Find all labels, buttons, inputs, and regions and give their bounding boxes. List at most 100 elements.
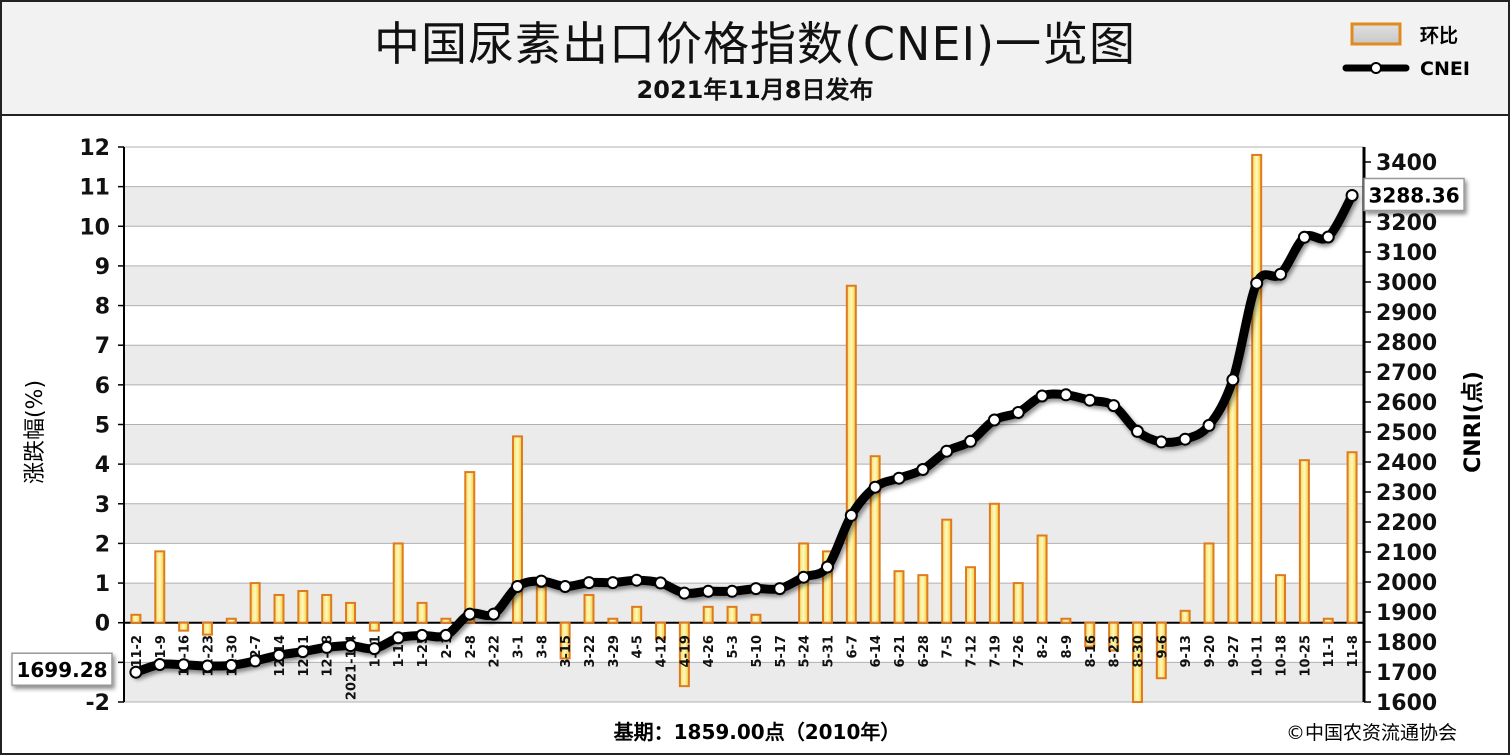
right-tick-label: 2300	[1376, 481, 1437, 506]
cnei-point	[296, 645, 310, 659]
cnei-point	[725, 584, 739, 598]
legend-line-label: CNEI	[1420, 58, 1470, 80]
cnei-point	[1274, 267, 1288, 281]
category-label: 6-14	[869, 635, 884, 668]
right-tick-label: 3100	[1376, 241, 1437, 266]
bar	[201, 621, 213, 636]
bar	[988, 502, 1000, 624]
chart-title: 中国尿素出口价格指数(CNEI)一览图	[373, 17, 1137, 71]
bar	[368, 621, 380, 632]
bar	[631, 605, 643, 624]
category-label: 3-29	[607, 635, 622, 668]
left-tick-label: 0	[95, 612, 110, 637]
cnei-point	[892, 471, 906, 485]
category-label: 7-12	[965, 635, 980, 668]
bar	[416, 601, 428, 624]
legend-bar-label: 环比	[1420, 25, 1458, 47]
right-tick-label: 3000	[1376, 271, 1437, 296]
category-label: 6-7	[845, 635, 860, 659]
left-tick-label: 8	[95, 295, 110, 320]
category-label: 9-20	[1203, 635, 1218, 668]
bar	[1227, 383, 1239, 624]
category-label: 7-26	[1012, 635, 1027, 668]
bar	[1322, 617, 1334, 624]
left-tick-label: 10	[79, 215, 110, 240]
left-tick-label: 5	[95, 414, 110, 439]
bar	[130, 613, 142, 624]
bar	[1179, 609, 1191, 624]
copyright-note: ©中国农资流通协会	[1286, 722, 1457, 744]
right-tick-label: 1600	[1376, 691, 1437, 716]
cnei-point	[1321, 230, 1335, 244]
cnei-point	[654, 576, 668, 590]
cnei-point	[987, 413, 1001, 427]
cnei-point	[1178, 432, 1192, 446]
right-tick-label: 3400	[1376, 151, 1437, 176]
cnei-point	[1011, 406, 1025, 419]
category-label: 3-22	[583, 635, 598, 668]
right-tick-label: 1700	[1376, 661, 1437, 686]
cnei-point	[534, 574, 548, 588]
left-tick-label: 7	[95, 334, 110, 359]
category-label: 4-5	[631, 635, 646, 659]
cnei-point	[582, 576, 596, 590]
bar	[655, 621, 667, 640]
cnei-point	[1297, 230, 1311, 244]
bar	[559, 621, 571, 660]
bar	[440, 617, 452, 624]
right-tick-label: 2700	[1376, 361, 1437, 386]
cnei-point	[844, 508, 858, 522]
cnei-point	[1154, 435, 1168, 449]
right-tick-label: 2100	[1376, 541, 1437, 566]
cnei-point	[415, 628, 429, 642]
bar	[249, 582, 261, 624]
bar	[1298, 459, 1310, 624]
category-label: 11-1	[1322, 635, 1337, 668]
right-tick-label: 1900	[1376, 601, 1437, 626]
bar	[869, 455, 881, 624]
first-value-label: 1699.28	[16, 658, 107, 682]
category-label: 5-24	[798, 635, 813, 668]
last-value-box	[1363, 177, 1465, 212]
category-label: 2-22	[488, 635, 503, 668]
category-label: 10-18	[1275, 635, 1290, 677]
category-label: 9-13	[1179, 635, 1194, 668]
cnei-point	[749, 582, 763, 596]
left-tick-label: 2	[95, 532, 110, 557]
right-tick-label: 3200	[1376, 211, 1437, 236]
left-tick-label: 4	[95, 453, 110, 478]
cnei-point	[677, 586, 691, 600]
bar	[583, 593, 595, 624]
grid-band	[124, 265, 1364, 306]
category-label: 3-8	[535, 635, 550, 659]
bar	[750, 613, 762, 624]
bar	[1203, 542, 1215, 624]
cnei-point	[1035, 389, 1049, 403]
bar	[1251, 153, 1263, 624]
left-tick-label: 12	[79, 136, 110, 161]
category-label: 10-11	[1251, 635, 1266, 677]
category-label: 11-8	[1346, 635, 1361, 668]
right-tick-label: 2600	[1376, 391, 1437, 416]
bar	[345, 601, 357, 624]
cnei-point	[129, 665, 143, 679]
left-tick-label: 9	[95, 255, 110, 280]
bar	[511, 435, 523, 624]
bar	[1108, 621, 1120, 652]
category-label: 5-3	[726, 635, 741, 659]
bar	[535, 586, 547, 624]
left-tick-label: 11	[79, 176, 110, 201]
right-axis-title: CNRI(点)	[1460, 371, 1486, 473]
cnei-point	[344, 639, 358, 653]
category-label: 7-19	[988, 635, 1003, 668]
legend: 环比 CNEI	[1342, 22, 1470, 80]
left-axis-title: 涨跌幅(%)	[23, 380, 48, 484]
category-label: 9-6	[1155, 635, 1170, 659]
category-label: 10-25	[1298, 635, 1313, 677]
legend-line-marker	[1370, 62, 1382, 74]
cnei-point	[630, 573, 644, 587]
category-label: 11-2	[130, 635, 145, 668]
bar	[965, 566, 977, 624]
cnei-point	[1059, 388, 1073, 402]
bar	[893, 570, 905, 624]
